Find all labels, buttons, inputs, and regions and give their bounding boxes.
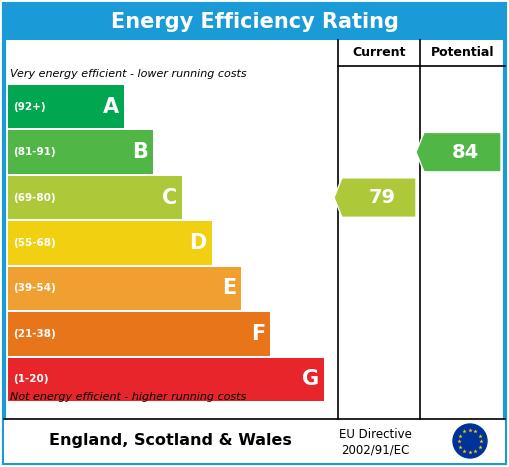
Text: Energy Efficiency Rating: Energy Efficiency Rating <box>110 12 399 32</box>
Text: EU Directive: EU Directive <box>338 428 411 441</box>
Text: B: B <box>132 142 148 162</box>
Text: 79: 79 <box>369 188 395 207</box>
Bar <box>8 130 153 174</box>
Bar <box>8 267 241 310</box>
Text: Not energy efficient - higher running costs: Not energy efficient - higher running co… <box>10 392 246 402</box>
Circle shape <box>453 424 487 458</box>
Text: D: D <box>189 233 207 253</box>
Text: (81-91): (81-91) <box>13 147 55 157</box>
Bar <box>4 4 505 40</box>
Bar <box>8 176 182 219</box>
Text: Very energy efficient - lower running costs: Very energy efficient - lower running co… <box>10 69 247 79</box>
Text: (1-20): (1-20) <box>13 374 48 384</box>
Text: (55-68): (55-68) <box>13 238 56 248</box>
Text: 84: 84 <box>452 142 479 162</box>
Text: England, Scotland & Wales: England, Scotland & Wales <box>48 433 292 448</box>
Text: Current: Current <box>352 47 406 59</box>
Text: (92+): (92+) <box>13 102 46 112</box>
Text: A: A <box>103 97 119 117</box>
Text: E: E <box>222 278 236 298</box>
Bar <box>4 419 505 463</box>
Text: G: G <box>302 369 319 389</box>
Text: C: C <box>162 188 178 207</box>
Text: (21-38): (21-38) <box>13 329 56 339</box>
Text: 2002/91/EC: 2002/91/EC <box>341 443 409 456</box>
Text: Potential: Potential <box>431 47 494 59</box>
Bar <box>8 358 324 401</box>
Bar <box>8 312 270 355</box>
Text: (39-54): (39-54) <box>13 283 56 293</box>
Polygon shape <box>416 133 501 172</box>
Bar <box>8 85 124 128</box>
Text: F: F <box>251 324 265 344</box>
Polygon shape <box>334 178 416 217</box>
Text: (69-80): (69-80) <box>13 192 55 203</box>
Bar <box>8 221 212 265</box>
